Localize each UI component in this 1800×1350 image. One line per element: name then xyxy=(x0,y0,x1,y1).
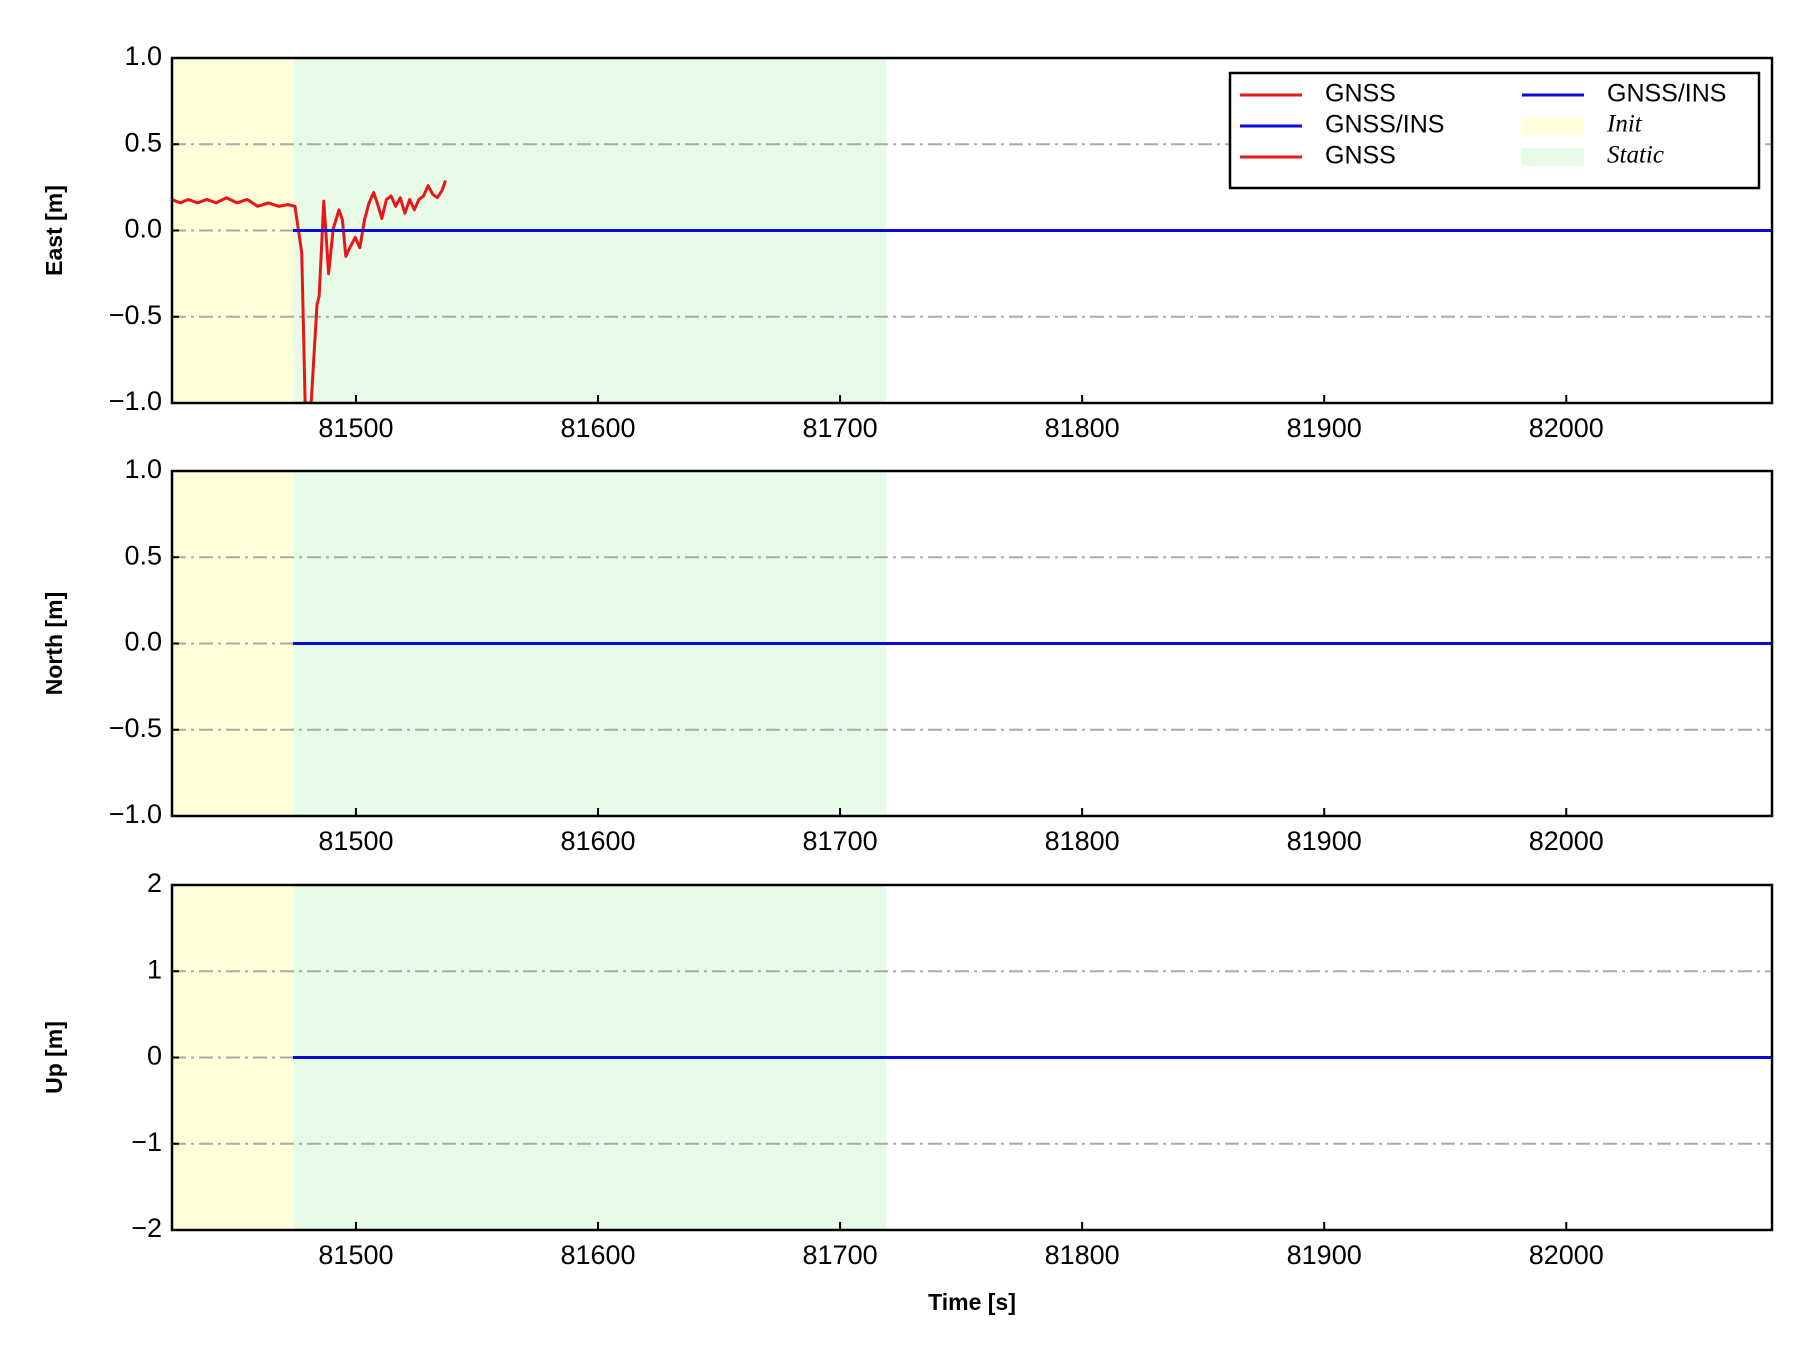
x-tick-label: 81600 xyxy=(560,413,635,443)
y-tick-label: 0.0 xyxy=(124,214,162,244)
legend-label: Init xyxy=(1606,111,1643,138)
y-tick-label: 1.0 xyxy=(124,41,162,71)
y-tick-label: 1 xyxy=(147,954,162,984)
plot-area xyxy=(172,58,1772,403)
y-tick-label: −2 xyxy=(131,1213,162,1243)
y-tick-label: 0 xyxy=(147,1041,162,1071)
y-tick-label: 0.0 xyxy=(124,627,162,657)
legend-label: Static xyxy=(1607,142,1664,169)
legend-patch xyxy=(1522,148,1584,166)
y-tick-label: −1.0 xyxy=(109,386,162,416)
axes-frame xyxy=(170,56,1774,405)
legend-box xyxy=(1228,71,1761,190)
legend-patch xyxy=(1522,117,1584,135)
plot-area xyxy=(172,471,1772,816)
x-tick-label: 81900 xyxy=(1287,826,1362,856)
y-axis-label: East [m] xyxy=(41,185,67,276)
x-tick-label: 81700 xyxy=(803,826,878,856)
x-tick-label: 82000 xyxy=(1529,1240,1604,1270)
x-tick-label: 81800 xyxy=(1045,826,1120,856)
x-axis-label: Time [s] xyxy=(928,1289,1016,1315)
x-tick-label: 81900 xyxy=(1287,413,1362,443)
y-tick-label: 2 xyxy=(147,868,162,898)
plot-area xyxy=(172,885,1772,1230)
x-tick-label: 82000 xyxy=(1529,826,1604,856)
x-tick-label: 81800 xyxy=(1045,1240,1120,1270)
legend-label: GNSS/INS xyxy=(1607,80,1726,108)
x-tick-label: 81500 xyxy=(318,413,393,443)
x-tick-label: 81700 xyxy=(803,1240,878,1270)
y-axis-label: Up [m] xyxy=(41,1021,67,1094)
y-tick-label: 0.5 xyxy=(124,540,162,570)
x-tick-label: 81700 xyxy=(803,413,878,443)
x-tick-label: 81600 xyxy=(560,1240,635,1270)
y-tick-label: −0.5 xyxy=(109,300,162,330)
y-tick-label: −0.5 xyxy=(109,713,162,743)
legend-label: GNSS xyxy=(1325,142,1396,170)
x-tick-label: 81500 xyxy=(318,1240,393,1270)
legend-label: GNSS xyxy=(1325,80,1396,108)
y-axis-label: North [m] xyxy=(41,592,67,695)
x-tick-label: 81600 xyxy=(560,826,635,856)
y-tick-label: 1.0 xyxy=(124,454,162,484)
x-tick-label: 81800 xyxy=(1045,413,1120,443)
y-tick-label: −1 xyxy=(131,1127,162,1157)
axes-frame xyxy=(170,469,1774,818)
x-tick-label: 81500 xyxy=(318,826,393,856)
legend-label: GNSS/INS xyxy=(1325,111,1444,139)
x-tick-label: 82000 xyxy=(1529,413,1604,443)
x-tick-label: 81900 xyxy=(1287,1240,1362,1270)
y-tick-label: 0.5 xyxy=(124,127,162,157)
series-line xyxy=(172,179,447,403)
y-tick-label: −1.0 xyxy=(109,799,162,829)
axes-frame xyxy=(170,883,1774,1232)
